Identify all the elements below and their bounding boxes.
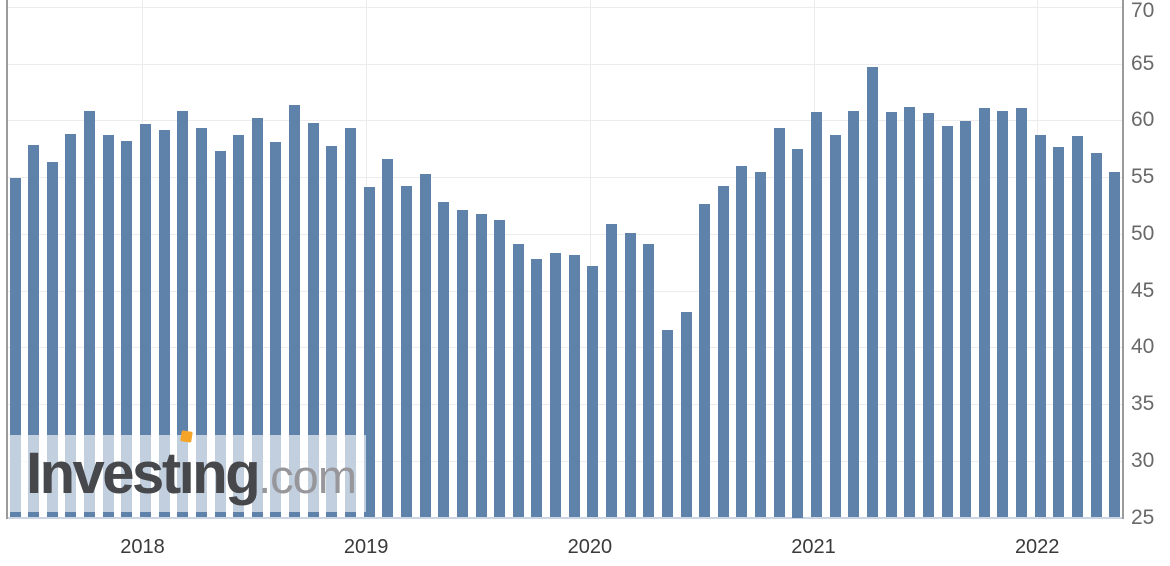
pmi-bar[interactable] [1090,153,1102,518]
pmi-bar[interactable] [382,158,394,518]
pmi-bar[interactable] [717,186,729,518]
pmi-bar[interactable] [102,135,114,518]
pmi-bar[interactable] [1053,147,1065,518]
v-gridline [589,0,591,518]
pmi-bar[interactable] [1016,107,1028,518]
pmi-bar[interactable] [512,243,524,518]
pmi-bar[interactable] [866,66,878,518]
pmi-bar[interactable] [736,165,748,518]
y-axis-tick-label: 65 [1131,51,1155,75]
pmi-bar[interactable] [494,220,506,518]
h-gridline [8,177,1122,178]
logo-i-dot-icon [179,429,193,443]
y-axis-tick-label: 70 [1131,0,1155,22]
pmi-bar[interactable] [46,162,58,518]
pmi-bar[interactable] [643,243,655,518]
pmi-bar[interactable] [624,232,636,518]
pmi-bar[interactable] [121,140,133,518]
pmi-bar[interactable] [811,112,823,518]
pmi-bar[interactable] [438,201,450,518]
investing-logo: Investı ng .com [26,429,357,503]
pmi-bar[interactable] [289,105,301,518]
pmi-bar[interactable] [978,107,990,518]
pmi-bar[interactable] [885,112,897,518]
y-axis-tick-label: 55 [1131,165,1155,188]
pmi-bar[interactable] [214,150,226,518]
y-axis-tick-label: 45 [1131,278,1155,302]
pmi-bar[interactable] [139,123,151,518]
pmi-bar[interactable] [587,265,599,518]
pmi-bar[interactable] [997,111,1009,518]
h-gridline [8,63,1122,65]
pmi-bar[interactable] [270,141,282,518]
x-axis-year-label: 2021 [791,536,836,558]
h-gridline [8,233,1122,235]
h-gridline [8,120,1122,122]
x-axis-year-label: 2020 [567,536,613,558]
pmi-bar[interactable] [475,214,487,518]
h-gridline [8,290,1122,292]
pmi-bar[interactable] [531,258,543,518]
h-gridline [8,347,1122,349]
pmi-bar[interactable] [680,312,692,518]
pmi-bar[interactable] [773,128,785,518]
pmi-bar[interactable] [65,133,77,518]
pmi-bar[interactable] [829,135,841,518]
pmi-bar[interactable] [233,135,245,518]
pmi-bar[interactable] [345,128,357,518]
logo-text: Investı ng [26,429,261,503]
logo-suffix: .com [258,449,357,503]
y-axis-tick-label: 40 [1131,335,1155,359]
pmi-bar[interactable] [848,111,860,518]
h-gridline [8,404,1122,405]
pmi-bar[interactable] [699,204,711,518]
pmi-bar[interactable] [9,178,21,518]
pmi-bar[interactable] [960,121,972,518]
pmi-bar[interactable] [195,128,207,518]
pmi-bar[interactable] [568,255,580,518]
pmi-bar[interactable] [922,113,934,518]
pmi-bar[interactable] [1034,135,1046,518]
pmi-bar[interactable] [904,106,916,518]
y-axis-tick-label: 35 [1131,392,1155,415]
pmi-bar[interactable] [419,173,431,518]
pmi-bar[interactable] [941,125,953,518]
investing-watermark: Investı ng .com [8,429,366,512]
pmi-bar[interactable] [28,145,40,518]
pmi-bar[interactable] [84,111,96,518]
y-axis-tick-label: 60 [1131,108,1155,132]
pmi-bar[interactable] [605,223,617,518]
pmi-bar[interactable] [661,330,673,518]
pmi-bar[interactable] [755,172,767,518]
pmi-bar[interactable] [158,130,170,518]
pmi-bar[interactable] [456,209,468,518]
pmi-bar[interactable] [307,122,319,518]
pmi-bar[interactable] [251,117,263,518]
x-axis-year-label: 2019 [343,536,389,558]
pmi-bar[interactable] [1071,136,1083,518]
y-axis-tick-label: 25 [1131,505,1155,529]
y-axis-tick-label: 50 [1131,221,1155,245]
x-axis-line [8,516,1122,519]
x-axis-year-label: 2018 [120,536,165,558]
pmi-bar[interactable] [363,187,375,518]
pmi-bar[interactable] [326,146,338,518]
pmi-bar[interactable] [400,186,412,518]
right-axis-line [1122,0,1124,519]
y-axis-tick-label: 30 [1131,448,1155,472]
x-axis-year-label: 2022 [1014,536,1060,558]
left-axis-line [6,0,8,519]
h-gridline [8,6,1122,8]
pmi-bar[interactable] [1109,172,1121,518]
pmi-bar[interactable] [792,148,804,518]
h-gridline [8,460,1122,462]
pmi-bar[interactable] [550,253,562,518]
pmi-bar[interactable] [177,111,189,518]
